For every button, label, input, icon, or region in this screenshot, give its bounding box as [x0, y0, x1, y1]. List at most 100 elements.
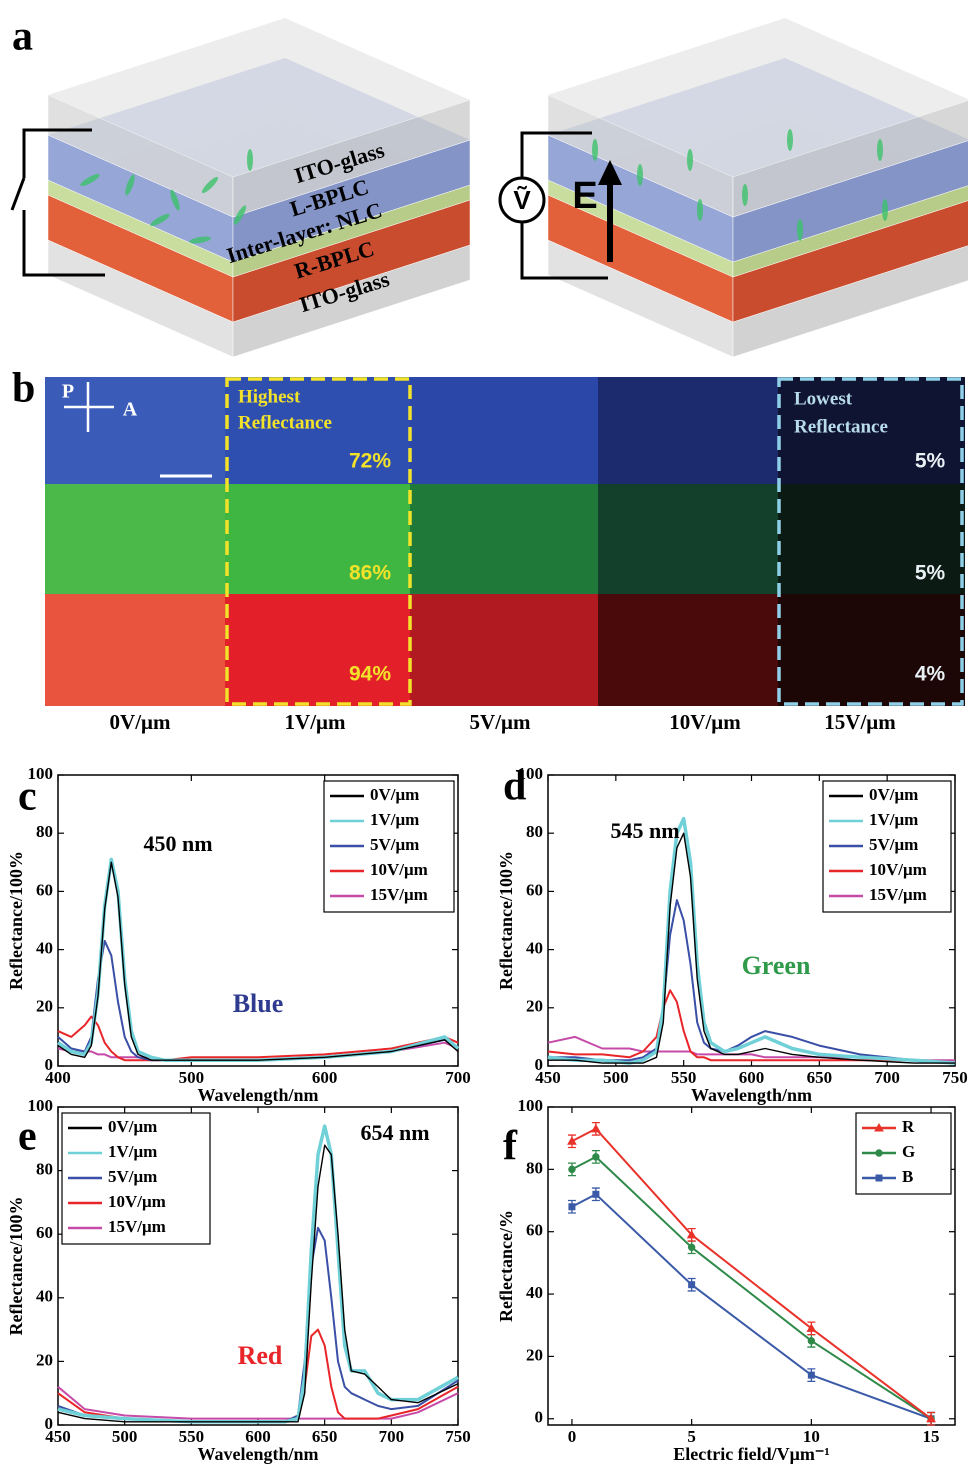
- data-point: [876, 1150, 882, 1156]
- peak-label: 654 nm: [360, 1120, 429, 1145]
- x-tick-label: 650: [312, 1427, 338, 1446]
- legend-label: 10V/μm: [869, 860, 927, 879]
- data-point: [593, 1191, 599, 1197]
- switch: [12, 178, 24, 210]
- legend-label: 1V/μm: [108, 1142, 157, 1161]
- lc-molecule: [592, 139, 598, 161]
- y-tick-label: 40: [526, 1283, 543, 1302]
- x-axis-label: Wavelength/nm: [197, 1085, 318, 1105]
- y-tick-label: 100: [28, 1096, 54, 1115]
- y-axis-label: Reflectance/100%: [496, 851, 516, 990]
- panel-label: b: [12, 366, 35, 412]
- data-point: [689, 1282, 695, 1288]
- legend-label: 15V/μm: [108, 1217, 166, 1236]
- peak-label: 545 nm: [610, 818, 679, 843]
- y-tick-label: 80: [526, 1158, 543, 1177]
- lc-molecule: [797, 219, 803, 241]
- panel-label: e: [18, 1114, 37, 1160]
- column-label: 15V/μm: [824, 710, 896, 734]
- lc-molecule: [882, 199, 888, 221]
- x-tick-label: 750: [445, 1427, 471, 1446]
- lc-molecule: [637, 164, 643, 186]
- y-tick-label: 0: [535, 1055, 544, 1074]
- column-label: 10V/μm: [669, 710, 741, 734]
- micrograph-cell: [598, 484, 778, 594]
- y-axis-label: Reflectance/%: [496, 1210, 516, 1322]
- x-tick-label: 500: [603, 1068, 629, 1087]
- y-tick-label: 0: [535, 1408, 544, 1427]
- legend-label: 5V/μm: [370, 835, 419, 854]
- y-tick-label: 60: [526, 880, 543, 899]
- column-label: 1V/μm: [285, 710, 346, 734]
- color-label: Red: [238, 1341, 283, 1370]
- field-label: E: [572, 175, 597, 217]
- micrograph-cell: [410, 377, 598, 484]
- x-tick-label: 700: [379, 1427, 405, 1446]
- x-tick-label: 10: [803, 1427, 820, 1446]
- data-point: [808, 1338, 814, 1344]
- y-tick-label: 100: [28, 764, 54, 783]
- x-axis-label: Electric field/Vμm⁻¹: [673, 1444, 830, 1464]
- micrograph-cell: [598, 377, 778, 484]
- y-tick-label: 80: [36, 822, 53, 841]
- highlight-label: Lowest: [794, 388, 853, 409]
- panel-label: f: [503, 1124, 518, 1170]
- data-point: [876, 1175, 882, 1181]
- micrograph-cell: [45, 594, 225, 706]
- y-axis-label: Reflectance/100%: [6, 1197, 26, 1336]
- legend-label: 5V/μm: [869, 835, 918, 854]
- y-tick-label: 40: [36, 939, 53, 958]
- reflectance-value: 5%: [915, 450, 946, 473]
- data-point: [569, 1204, 575, 1210]
- lc-molecule: [697, 199, 703, 221]
- color-label: Green: [742, 951, 811, 980]
- reflectance-value: 72%: [349, 450, 391, 473]
- reflectance-value: 94%: [349, 663, 391, 686]
- lc-molecule: [247, 149, 253, 171]
- x-tick-label: 600: [312, 1068, 338, 1087]
- polarizer-label: P: [62, 381, 74, 403]
- legend-label: 15V/μm: [869, 885, 927, 904]
- x-tick-label: 600: [739, 1068, 765, 1087]
- data-point: [593, 1154, 599, 1160]
- legend-label: G: [902, 1142, 915, 1161]
- data-point: [569, 1166, 575, 1172]
- y-tick-label: 60: [36, 1223, 53, 1242]
- x-tick-label: 700: [445, 1068, 471, 1087]
- column-label: 5V/μm: [470, 710, 531, 734]
- reflectance-value: 4%: [915, 663, 946, 686]
- y-axis-label: Reflectance/100%: [6, 851, 26, 990]
- legend-label: 0V/μm: [108, 1117, 157, 1136]
- lc-molecule: [877, 139, 883, 161]
- x-tick-label: 600: [245, 1427, 271, 1446]
- color-label: Blue: [233, 989, 284, 1018]
- legend-label: B: [902, 1167, 913, 1186]
- legend-label: 15V/μm: [370, 885, 428, 904]
- highlight-label: Reflectance: [794, 416, 888, 437]
- micrograph-cell: [410, 594, 598, 706]
- y-tick-label: 20: [36, 997, 53, 1016]
- x-tick-label: 750: [942, 1068, 968, 1087]
- x-tick-label: 550: [179, 1427, 205, 1446]
- x-tick-label: 650: [807, 1068, 833, 1087]
- micrograph-cell: [598, 594, 778, 706]
- y-tick-label: 0: [45, 1414, 54, 1433]
- x-axis-label: Wavelength/nm: [691, 1085, 812, 1105]
- y-tick-label: 0: [45, 1055, 54, 1074]
- column-label: 0V/μm: [110, 710, 171, 734]
- legend-label: R: [902, 1117, 915, 1136]
- lc-molecule: [787, 129, 793, 151]
- panel-label: a: [12, 14, 33, 60]
- data-point: [688, 1244, 694, 1250]
- x-tick-label: 0: [568, 1427, 577, 1446]
- y-tick-label: 20: [526, 997, 543, 1016]
- reflectance-value: 86%: [349, 562, 391, 585]
- reflectance-value: 5%: [915, 562, 946, 585]
- legend-label: 0V/μm: [869, 785, 918, 804]
- y-tick-label: 60: [526, 1221, 543, 1240]
- x-tick-label: 700: [874, 1068, 900, 1087]
- legend-label: 5V/μm: [108, 1167, 157, 1186]
- micrograph-cell: [410, 484, 598, 594]
- x-axis-label: Wavelength/nm: [197, 1444, 318, 1464]
- y-tick-label: 40: [36, 1287, 53, 1306]
